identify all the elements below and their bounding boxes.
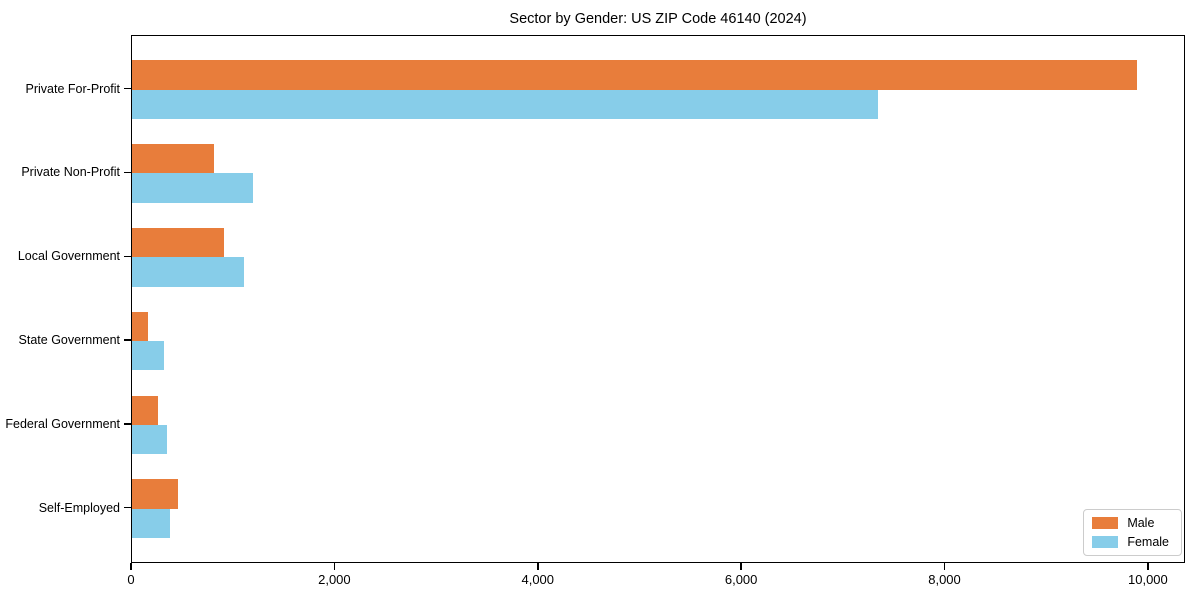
x-tick <box>943 563 946 570</box>
x-axis-label: 4,000 <box>521 572 555 587</box>
y-tick <box>124 339 131 341</box>
y-tick <box>124 423 131 425</box>
chart-title: Sector by Gender: US ZIP Code 46140 (202… <box>509 11 807 27</box>
legend-swatch-male <box>1092 517 1119 530</box>
bar-female-federal-government <box>132 424 168 455</box>
x-axis-label: 6,000 <box>724 572 758 587</box>
bar-male-local-government <box>132 227 225 258</box>
y-axis-label: State Government <box>18 333 120 348</box>
bar-male-federal-government <box>132 395 158 425</box>
x-tick <box>537 563 539 570</box>
y-tick <box>124 255 131 257</box>
y-tick <box>124 87 131 90</box>
bar-male-state-government <box>132 311 148 342</box>
legend-label-female: Female <box>1127 534 1169 549</box>
legend-swatch-female <box>1092 535 1119 548</box>
x-axis-label: 10,000 <box>1127 572 1168 587</box>
bar-female-state-government <box>132 341 164 371</box>
bar-female-private-for-profit <box>132 89 879 119</box>
x-tick <box>333 563 336 570</box>
y-axis-label: Local Government <box>17 249 120 264</box>
y-axis-label: Private For-Profit <box>25 81 120 96</box>
bar-female-local-government <box>132 257 244 287</box>
plot-area <box>131 35 1185 563</box>
legend-item-female: Female <box>1092 534 1169 549</box>
y-tick <box>124 171 131 174</box>
y-tick <box>124 506 131 509</box>
y-axis-label: Private Non-Profit <box>21 165 120 180</box>
y-axis-label: Self-Employed <box>38 500 120 515</box>
x-axis-label: 0 <box>127 572 135 587</box>
x-tick <box>130 563 132 570</box>
x-axis-label: 2,000 <box>318 572 351 587</box>
y-axis-label: Federal Government <box>5 416 120 431</box>
x-axis-label: 8,000 <box>928 572 961 587</box>
legend-label-male: Male <box>1127 516 1155 530</box>
bar-female-self-employed <box>132 508 171 538</box>
bar-male-private-for-profit <box>132 60 1137 90</box>
bar-male-private-non-profit <box>132 144 214 174</box>
legend: Male Female <box>1083 509 1182 556</box>
legend-item-male: Male <box>1092 517 1169 530</box>
bar-female-private-non-profit <box>132 173 253 203</box>
bar-male-self-employed <box>132 479 178 509</box>
x-tick <box>1147 563 1149 570</box>
x-tick <box>740 563 742 570</box>
